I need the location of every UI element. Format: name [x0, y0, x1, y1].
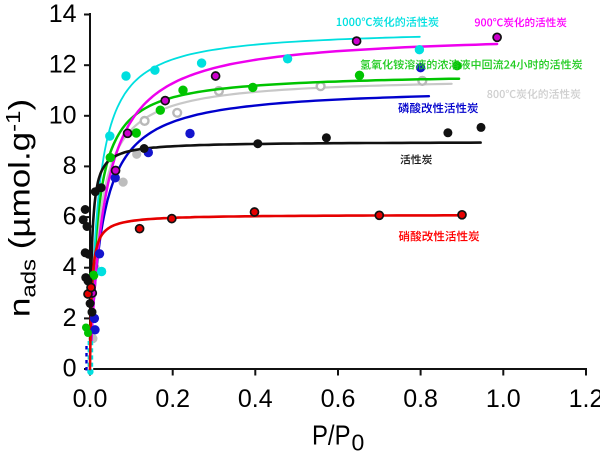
svg-text:0.6: 0.6	[321, 385, 356, 413]
svg-text:14: 14	[49, 0, 77, 28]
svg-text:0: 0	[63, 355, 77, 383]
svg-text:6: 6	[63, 203, 77, 231]
svg-text:P/P: P/P	[312, 420, 351, 451]
svg-text:12: 12	[49, 51, 77, 79]
svg-text:2: 2	[63, 304, 77, 332]
svg-text:1.0: 1.0	[486, 385, 521, 413]
svg-text:8: 8	[63, 152, 77, 180]
svg-text:0.8: 0.8	[403, 385, 438, 413]
svg-text:0: 0	[352, 429, 365, 452]
svg-text:0.2: 0.2	[155, 385, 190, 413]
svg-text:10: 10	[49, 101, 77, 129]
svg-text:1.2: 1.2	[569, 385, 600, 413]
svg-text:0.4: 0.4	[238, 385, 273, 413]
svg-text:0.0: 0.0	[73, 385, 108, 413]
svg-text:4: 4	[63, 253, 77, 281]
